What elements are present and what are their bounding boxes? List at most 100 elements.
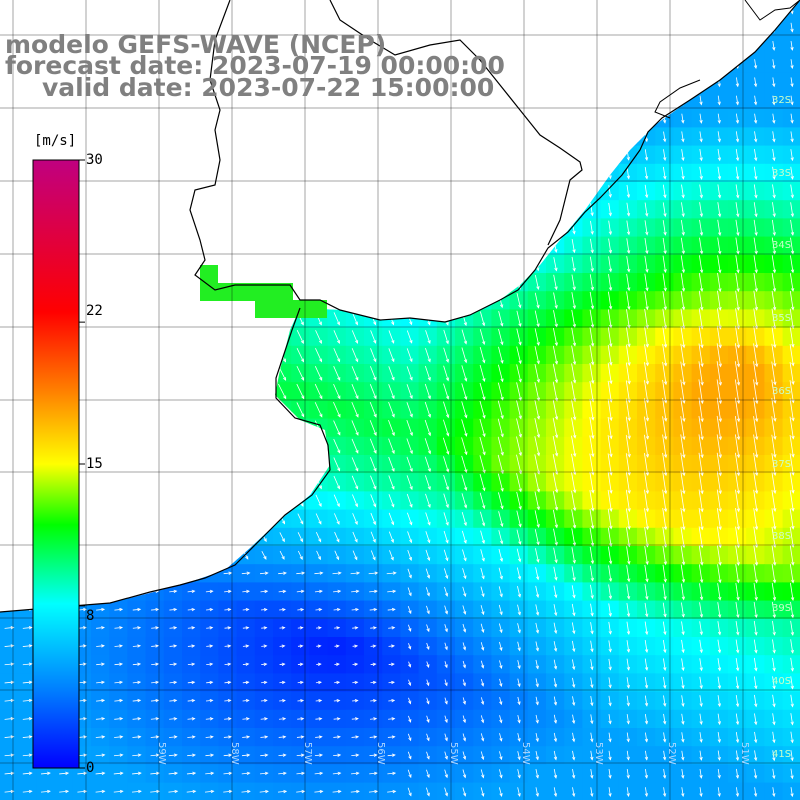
wind-arrow	[22, 222, 33, 234]
wind-arrow	[444, 113, 449, 124]
wind-arrow	[169, 458, 177, 471]
field-cell	[254, 109, 274, 128]
wind-arrow	[517, 132, 521, 142]
field-cell	[91, 491, 110, 511]
field-cell	[491, 127, 511, 147]
field-cell	[127, 309, 147, 329]
wind-arrow	[297, 186, 303, 197]
wind-arrow	[113, 240, 123, 252]
field-cell	[782, 273, 800, 292]
field-cell	[637, 91, 656, 110]
field-cell	[382, 236, 401, 256]
wind-arrow	[95, 589, 106, 593]
field-cell	[455, 218, 474, 238]
wind-arrow	[3, 349, 15, 361]
wind-arrow	[315, 276, 322, 289]
wind-arrow	[5, 551, 13, 560]
field-cell	[273, 254, 292, 274]
field-cell	[436, 254, 456, 274]
field-cell	[91, 527, 110, 547]
field-cell	[0, 309, 19, 329]
field-cell	[0, 382, 19, 401]
wind-arrow	[315, 222, 322, 234]
field-cell	[782, 400, 800, 420]
wind-arrow	[644, 22, 649, 33]
field-cell	[400, 0, 420, 19]
field-cell	[400, 218, 420, 238]
field-cell	[145, 382, 165, 401]
field-cell	[163, 273, 183, 292]
wind-arrow	[444, 132, 449, 142]
field-cell	[782, 72, 800, 92]
field-cell	[254, 400, 274, 420]
field-cell	[291, 436, 310, 456]
wind-arrow	[608, 4, 612, 15]
wind-arrow	[517, 77, 521, 88]
field-cell	[691, 54, 711, 74]
wind-arrow	[243, 150, 249, 160]
wind-arrow	[24, 533, 31, 541]
wind-arrow	[4, 423, 14, 433]
field-cell	[709, 54, 729, 74]
field-cell	[436, 127, 456, 147]
wind-arrow	[133, 532, 140, 542]
field-cell	[455, 109, 474, 128]
wind-arrow	[150, 571, 160, 575]
field-cell	[236, 236, 256, 256]
field-cell	[18, 91, 37, 110]
wind-arrow	[23, 132, 32, 142]
field-cell	[400, 182, 420, 201]
field-cell	[127, 182, 147, 201]
colorbar-tick-30: 30	[86, 152, 103, 168]
field-cell	[491, 109, 511, 128]
wind-arrow	[23, 459, 32, 469]
field-cell	[655, 54, 674, 74]
wind-arrow	[151, 5, 158, 14]
wind-arrow	[516, 257, 522, 272]
wind-arrow	[553, 150, 558, 161]
field-cell	[382, 127, 401, 147]
wind-arrow	[279, 4, 285, 14]
wind-arrow	[261, 4, 267, 14]
wind-arrow	[334, 132, 340, 142]
wind-arrow	[132, 204, 141, 216]
field-cell	[728, 18, 747, 37]
wind-arrow	[223, 384, 232, 399]
wind-arrow	[259, 347, 268, 363]
field-cell	[618, 127, 638, 147]
field-cell	[218, 309, 238, 329]
field-cell	[327, 236, 347, 256]
wind-arrow	[499, 186, 503, 197]
field-cell	[145, 546, 165, 565]
field-cell	[163, 236, 183, 256]
wind-arrow	[151, 514, 159, 524]
wind-arrow	[498, 240, 503, 253]
wind-arrow	[261, 186, 267, 197]
wind-arrow	[206, 114, 213, 123]
wind-arrow	[23, 514, 31, 523]
field-cell	[327, 218, 347, 238]
field-cell	[709, 36, 729, 56]
wind-arrow	[389, 222, 394, 234]
field-cell	[546, 200, 565, 219]
field-cell	[145, 509, 165, 529]
field-cell	[127, 582, 147, 602]
wind-arrow	[297, 150, 303, 160]
wind-arrow	[5, 478, 14, 487]
field-cell	[218, 200, 238, 219]
field-cell	[163, 309, 183, 329]
wind-arrow	[608, 167, 612, 180]
field-cell	[145, 200, 165, 219]
field-cell	[182, 436, 201, 456]
wind-arrow	[261, 132, 267, 142]
field-cell	[382, 291, 401, 310]
field-cell	[582, 145, 602, 165]
field-cell	[436, 309, 456, 329]
wind-arrow	[4, 222, 15, 234]
field-cell	[254, 327, 274, 347]
field-cell	[127, 218, 147, 238]
field-cell	[163, 109, 183, 128]
field-cell	[0, 582, 19, 602]
wind-arrow	[297, 476, 304, 490]
field-cell	[200, 182, 219, 201]
